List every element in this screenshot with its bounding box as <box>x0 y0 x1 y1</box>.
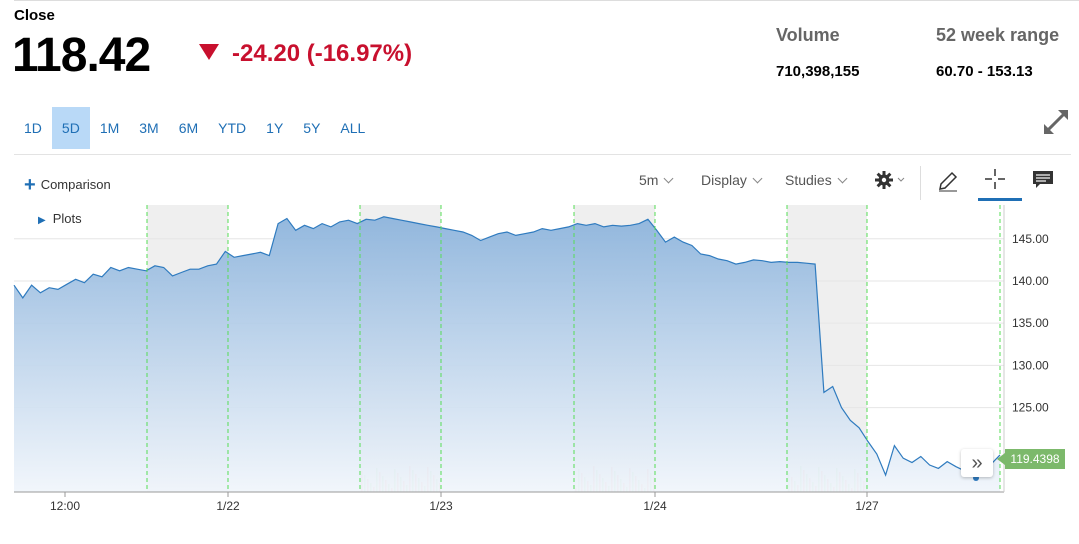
display-label: Display <box>701 172 747 188</box>
x-tick-label: 1/22 <box>216 499 240 513</box>
y-tick-label: 145.00 <box>1012 232 1049 246</box>
last-price-pointer <box>997 453 1005 465</box>
draw-pencil-icon[interactable] <box>936 169 960 193</box>
range-tab-5y[interactable]: 5Y <box>303 120 321 136</box>
plots-label: Plots <box>52 211 82 226</box>
last-price: 118.42 <box>12 29 151 82</box>
y-tick-label: 125.00 <box>1012 401 1049 415</box>
range-tab-ytd[interactable]: YTD <box>218 120 247 136</box>
last-price-badge: 119.4398 <box>1005 449 1065 469</box>
range-tab-all[interactable]: ALL <box>340 120 366 136</box>
range-value: 60.70 - 153.13 <box>936 63 1033 80</box>
range-tab-1y[interactable]: 1Y <box>266 120 284 136</box>
caret-right-icon: ▶ <box>38 215 46 226</box>
interval-dropdown[interactable]: 5m <box>639 172 674 188</box>
y-tick-label: 130.00 <box>1012 358 1049 372</box>
x-axis-ticks: 12:00 1/22 1/23 1/24 1/27 <box>50 492 879 513</box>
range-tab-1d[interactable]: 1D <box>24 120 42 136</box>
comment-icon[interactable] <box>1032 170 1054 190</box>
x-tick-label: 1/23 <box>429 499 453 513</box>
range-tabs: 1D 5D 1M 3M 6M YTD 1Y 5Y ALL <box>14 107 375 149</box>
top-border <box>14 0 1079 1</box>
session-dividers <box>146 205 1001 492</box>
x-tick-label: 1/24 <box>643 499 667 513</box>
x-tick-label: 12:00 <box>50 499 80 513</box>
comparison-button[interactable]: + Comparison <box>24 174 111 197</box>
price-line <box>13 216 1001 477</box>
price-area <box>14 216 1000 493</box>
expand-icon[interactable] <box>1042 108 1070 136</box>
close-label: Close <box>14 7 55 24</box>
y-axis-ticks: 125.00 130.00 135.00 140.00 145.00 <box>1012 232 1049 415</box>
range-label: 52 week range <box>936 25 1060 45</box>
y-tick-label: 140.00 <box>1012 274 1049 288</box>
studies-dropdown[interactable]: Studies <box>785 172 848 188</box>
scroll-right-button[interactable]: » <box>961 449 993 477</box>
range-tab-3m[interactable]: 3M <box>139 120 159 136</box>
toolbar-separator <box>14 154 1071 155</box>
range-tab-5d[interactable]: 5D <box>51 107 90 149</box>
display-dropdown[interactable]: Display <box>701 172 763 188</box>
y-tick-label: 135.00 <box>1012 316 1049 330</box>
interval-label: 5m <box>639 172 659 188</box>
down-arrow-icon <box>199 44 219 60</box>
plus-icon: + <box>24 174 36 196</box>
range-tab-1m[interactable]: 1M <box>99 120 120 136</box>
volume-value: 710,398,155 <box>776 63 860 80</box>
comparison-label: Comparison <box>40 177 111 192</box>
x-tick-label: 1/27 <box>855 499 879 513</box>
range-tab-6m[interactable]: 6M <box>178 120 199 136</box>
toolbar-divider <box>920 166 921 200</box>
volume-label: Volume <box>776 25 840 45</box>
crosshair-icon[interactable] <box>984 168 1006 190</box>
crosshair-active-indicator <box>978 198 1022 201</box>
plots-toggle[interactable]: ▶ Plots <box>38 211 82 226</box>
price-change: -24.20 (-16.97%) <box>232 40 413 67</box>
settings-gear-icon[interactable] <box>874 170 910 190</box>
studies-label: Studies <box>785 172 832 188</box>
